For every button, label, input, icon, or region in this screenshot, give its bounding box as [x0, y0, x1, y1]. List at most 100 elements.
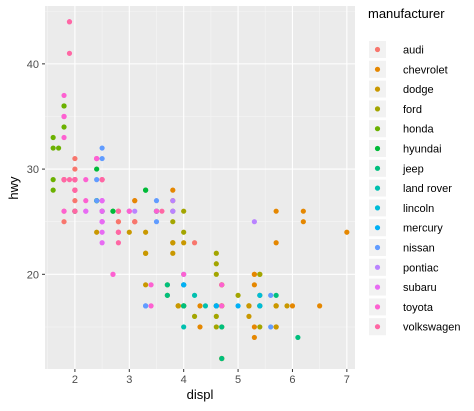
data-point-jeep — [219, 355, 225, 362]
data-point-honda — [50, 177, 56, 183]
legend-key-land-rover — [374, 185, 381, 191]
data-point-chevrolet — [344, 229, 350, 235]
data-point-subaru — [99, 198, 105, 204]
x-tick-label: 6 — [289, 374, 295, 386]
legend-key-lincoln — [374, 205, 381, 211]
data-point-hyundai — [94, 166, 100, 172]
data-point-mercury — [181, 282, 187, 288]
data-point-chevrolet — [251, 271, 257, 277]
x-tick-label: 3 — [126, 374, 132, 386]
data-point-mercury — [235, 303, 241, 309]
data-point-volkswagen — [115, 240, 122, 246]
data-point-chevrolet — [251, 282, 257, 288]
data-point-nissan — [153, 219, 160, 225]
data-point-chevrolet — [317, 303, 323, 309]
data-point-subaru — [99, 219, 105, 225]
data-point-toyota — [126, 208, 132, 214]
data-point-jeep — [164, 282, 170, 288]
data-point-pontiac — [251, 219, 257, 225]
data-point-dodge — [170, 250, 176, 256]
legend-label: ford — [403, 104, 422, 116]
data-point-toyota — [153, 208, 160, 214]
data-point-volkswagen — [159, 208, 165, 214]
data-point-nissan — [99, 155, 105, 162]
data-point-volkswagen — [66, 19, 73, 25]
y-axis-title: hwy — [6, 176, 21, 200]
data-point-audi — [191, 240, 198, 246]
data-point-dodge — [273, 324, 279, 330]
data-point-jeep — [273, 292, 279, 298]
data-point-volkswagen — [99, 177, 105, 183]
data-point-dodge — [284, 303, 290, 309]
data-point-subaru — [99, 240, 105, 246]
legend-label: audi — [403, 45, 424, 57]
data-point-toyota — [94, 155, 100, 162]
grid-major — [45, 6, 355, 369]
legend-label: land rover — [403, 183, 452, 195]
x-tick-label: 7 — [344, 374, 350, 386]
legend-key-hyundai — [374, 145, 381, 152]
data-point-audi — [115, 219, 122, 225]
y-tick-label: 20 — [27, 269, 39, 281]
data-point-volkswagen — [115, 229, 122, 235]
legend-title: manufacturer — [368, 6, 445, 21]
data-point-chevrolet — [197, 324, 203, 330]
data-point-ford — [181, 208, 187, 214]
data-point-jeep — [295, 334, 301, 341]
grid-minor — [45, 6, 355, 369]
data-point-dodge — [181, 240, 187, 246]
legend-key-jeep — [374, 165, 381, 171]
data-point-toyota — [61, 92, 67, 99]
data-point-ford — [191, 313, 198, 319]
data-point-honda — [50, 134, 56, 141]
data-point-hyundai — [110, 208, 116, 214]
data-point-toyota — [148, 282, 154, 288]
data-point-ford — [213, 261, 219, 267]
data-point-toyota — [219, 282, 225, 288]
data-point-dodge — [94, 229, 100, 235]
data-point-dodge — [246, 303, 252, 309]
x-tick-label: 5 — [235, 374, 241, 386]
data-point-jeep — [164, 292, 170, 298]
data-point-honda — [61, 124, 67, 130]
data-point-hyundai — [143, 187, 149, 193]
legend-key-dodge — [374, 86, 381, 92]
data-point-audi — [132, 219, 138, 225]
data-point-volkswagen — [72, 187, 78, 193]
data-point-volkswagen — [72, 177, 78, 183]
data-point-subaru — [99, 208, 105, 214]
data-point-jeep — [219, 324, 225, 330]
legend-label: pontiac — [403, 262, 439, 274]
data-point-audi — [72, 198, 78, 204]
data-point-dodge — [273, 303, 279, 309]
y-tick-label: 30 — [27, 164, 39, 176]
data-point-ford — [213, 250, 219, 256]
data-point-honda — [61, 103, 67, 109]
data-point-audi — [72, 155, 78, 162]
legend: audi chevrolet dodge ford honda hyundai jeep la… — [369, 41, 460, 336]
data-point-chevrolet — [132, 198, 138, 204]
legend-key-volkswagen — [374, 324, 381, 330]
data-point-toyota — [219, 303, 225, 309]
data-point-volkswagen — [115, 208, 122, 214]
legend-label: toyota — [403, 302, 434, 314]
data-point-nissan — [94, 198, 100, 204]
data-point-chevrolet — [251, 324, 257, 330]
data-point-lincoln — [257, 303, 263, 309]
data-point-dodge — [143, 282, 149, 288]
data-point-volkswagen — [72, 208, 78, 214]
data-point-nissan — [268, 292, 274, 298]
data-point-land-rover — [181, 324, 187, 330]
data-point-dodge — [126, 229, 132, 235]
data-point-audi — [72, 166, 78, 172]
legend-key-toyota — [374, 304, 381, 310]
legend-label: chevrolet — [403, 64, 448, 76]
data-point-honda — [50, 145, 56, 151]
legend-label: hyundai — [403, 144, 442, 156]
legend-key-pontiac — [374, 264, 381, 270]
data-point-dodge — [143, 250, 149, 256]
x-axis-ticks: 2 3 4 5 6 7 — [72, 369, 350, 386]
data-point-audi — [61, 219, 67, 225]
